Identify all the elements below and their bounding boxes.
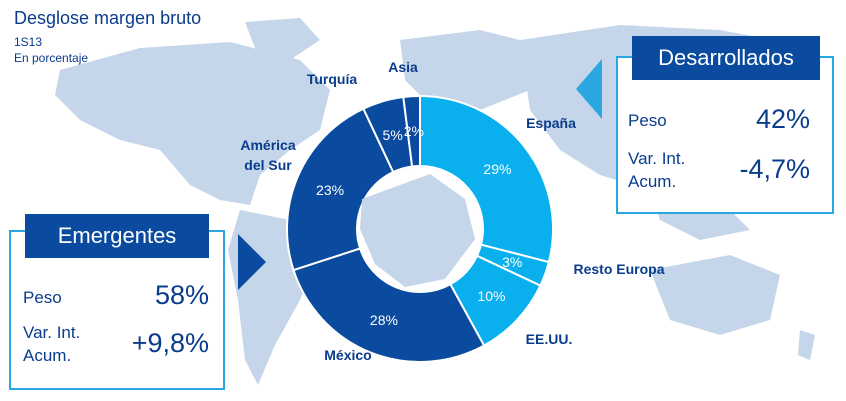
desarrollados-tag: Desarrollados <box>632 36 820 80</box>
desarrollados-var-label-2: Acum. <box>628 172 677 191</box>
slice-america-del-sur <box>286 107 395 272</box>
emergentes-tag: Emergentes <box>25 214 209 258</box>
desarrollados-panel: Desarrollados Peso 42% Var. Int. Acum. -… <box>616 36 834 214</box>
category-label-mexico: México <box>324 347 371 363</box>
map-new-zealand <box>798 330 815 360</box>
emergentes-var-label-1: Var. Int. <box>23 323 81 342</box>
map-north-america <box>55 42 330 205</box>
emergentes-peso-value: 58% <box>154 280 209 310</box>
slice-label-mexico: 28% <box>370 312 398 328</box>
map-europe <box>400 30 540 110</box>
category-label-ee-uu: EE.UU. <box>526 331 573 347</box>
desarrollados-arrow-icon <box>576 59 602 119</box>
africa-map-center <box>360 174 475 287</box>
desarrollados-peso-value: 42% <box>755 104 810 134</box>
slice-mexico <box>292 247 486 363</box>
chart-unit-note: En porcentaje <box>14 51 89 65</box>
emergentes-panel: Emergentes Peso 58% Var. Int. Acum. +9,8… <box>9 214 225 390</box>
category-label-resto-europa: Resto Europa <box>573 261 664 277</box>
category-label-asia: Asia <box>388 59 418 75</box>
emergentes-peso-label: Peso <box>23 288 62 307</box>
map-australia <box>650 255 780 335</box>
slice-label-resto-europa: 3% <box>502 254 522 270</box>
emergentes-var-value: +9,8% <box>131 328 209 358</box>
emergentes-var-label-2: Acum. <box>23 346 72 365</box>
slice-asia <box>402 94 421 168</box>
desarrollados-var-value: -4,7% <box>739 154 810 184</box>
category-label-turquia: Turquía <box>307 71 358 87</box>
slice-label-ee-uu: 10% <box>477 288 505 304</box>
desarrollados-peso-label: Peso <box>628 111 667 130</box>
emergentes-arrow-icon <box>238 234 266 290</box>
slice-label-turquia: 5% <box>383 127 403 143</box>
slice-espana <box>419 94 554 264</box>
category-label-espana: España <box>526 115 576 131</box>
chart-title: Desglose margen bruto <box>14 8 202 28</box>
slice-label-america-del-sur: 23% <box>316 182 344 198</box>
map-greenland <box>245 18 320 60</box>
slice-label-asia: 2% <box>404 123 424 139</box>
desarrollados-var-label-1: Var. Int. <box>628 149 686 168</box>
category-label-america-del-sur: América del Sur <box>240 137 295 173</box>
chart-period: 1S13 <box>14 35 43 49</box>
slice-label-espana: 29% <box>483 161 511 177</box>
